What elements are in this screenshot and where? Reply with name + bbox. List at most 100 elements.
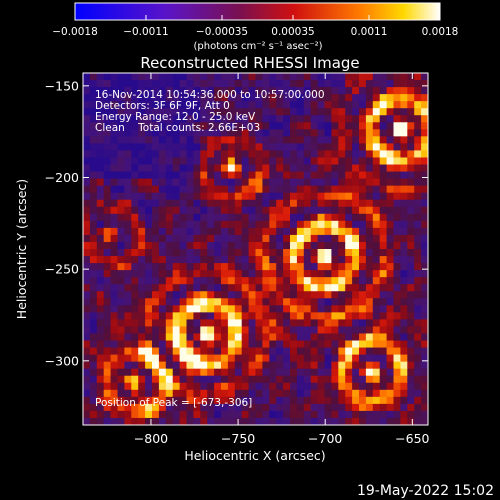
- heatmap-cell: [276, 291, 284, 299]
- heatmap-cell: [214, 227, 222, 236]
- heatmap-cell: [359, 171, 367, 180]
- heatmap-cell: [331, 326, 339, 335]
- heatmap-cell: [207, 396, 215, 405]
- heatmap-cell: [179, 178, 188, 187]
- heatmap-cell: [158, 150, 167, 159]
- heatmap-cell: [324, 382, 332, 391]
- heatmap-cell: [338, 192, 346, 201]
- heatmap-cell: [179, 115, 188, 123]
- heatmap-cell: [234, 361, 243, 370]
- heatmap-cell: [296, 136, 305, 144]
- heatmap-cell: [352, 178, 360, 187]
- heatmap-cell: [269, 284, 277, 292]
- heatmap-cell: [227, 319, 236, 328]
- heatmap-cell: [96, 389, 105, 398]
- heatmap-cell: [421, 234, 428, 243]
- heatmap-cell: [255, 347, 263, 356]
- heatmap-cell: [103, 157, 112, 166]
- heatmap-cell: [221, 234, 229, 243]
- heatmap-cell: [248, 417, 257, 425]
- heatmap-cell: [241, 171, 250, 180]
- heatmap-cell: [290, 122, 298, 130]
- heatmap-cell: [393, 220, 401, 229]
- heatmap-cell: [145, 199, 153, 208]
- heatmap-cell: [131, 143, 139, 152]
- heatmap-cell: [269, 319, 277, 328]
- heatmap-cell: [234, 284, 243, 292]
- heatmap-cell: [83, 319, 91, 328]
- heatmap-cell: [138, 129, 146, 137]
- heatmap-cell: [152, 234, 160, 243]
- heatmap-cell: [414, 199, 422, 208]
- heatmap-cell: [400, 164, 408, 173]
- heatmap-cell: [407, 80, 415, 88]
- heatmap-cell: [393, 312, 401, 320]
- heatmap-cell: [89, 263, 98, 271]
- heatmap-cell: [310, 361, 319, 370]
- heatmap-cell: [138, 213, 146, 222]
- heatmap-cell: [331, 270, 339, 278]
- heatmap-cell: [200, 333, 208, 342]
- heatmap-cell: [117, 73, 125, 81]
- heatmap-cell: [310, 410, 319, 419]
- heatmap-cell: [179, 340, 188, 349]
- heatmap-cell: [214, 185, 222, 194]
- heatmap-cell: [214, 256, 222, 264]
- heatmap-cell: [269, 340, 277, 349]
- heatmap-cell: [214, 87, 222, 95]
- heatmap-cell: [124, 403, 132, 412]
- heatmap-cell: [103, 115, 112, 123]
- heatmap-cell: [262, 241, 270, 250]
- heatmap-cell: [214, 263, 222, 271]
- heatmap-cell: [179, 410, 188, 419]
- heatmap-cell: [331, 108, 339, 116]
- heatmap-cell: [89, 108, 98, 116]
- heatmap-cell: [283, 220, 291, 229]
- heatmap-cell: [407, 185, 415, 194]
- heatmap-cell: [345, 417, 353, 425]
- heatmap-cell: [234, 213, 243, 222]
- heatmap-cell: [283, 87, 291, 95]
- heatmap-cell: [234, 227, 243, 236]
- heatmap-cell: [317, 312, 326, 320]
- heatmap-cell: [234, 312, 243, 320]
- heatmap-cell: [83, 227, 91, 236]
- heatmap-cell: [345, 340, 353, 349]
- heatmap-cell: [310, 270, 319, 278]
- heatmap-cell: [152, 375, 160, 384]
- heatmap-cell: [172, 312, 181, 320]
- heatmap-cell: [262, 199, 270, 208]
- heatmap-cell: [248, 171, 257, 180]
- heatmap-cell: [248, 73, 257, 81]
- heatmap-cell: [241, 73, 250, 81]
- heatmap-cell: [158, 333, 167, 342]
- heatmap-cell: [117, 241, 125, 250]
- heatmap-cell: [345, 403, 353, 412]
- heatmap-cell: [283, 396, 291, 405]
- heatmap-cell: [124, 270, 132, 278]
- heatmap-cell: [283, 80, 291, 88]
- heatmap-cell: [96, 94, 105, 102]
- heatmap-cell: [296, 340, 305, 349]
- heatmap-cell: [241, 164, 250, 173]
- heatmap-cell: [310, 206, 319, 215]
- heatmap-cell: [386, 94, 395, 102]
- heatmap-cell: [221, 192, 229, 201]
- heatmap-cell: [158, 199, 167, 208]
- heatmap-cell: [103, 354, 112, 363]
- heatmap-cell: [296, 80, 305, 88]
- heatmap-cell: [117, 108, 125, 116]
- heatmap-cell: [200, 403, 208, 412]
- heatmap-cell: [89, 136, 98, 144]
- heatmap-cell: [365, 298, 374, 306]
- heatmap-cell: [421, 192, 428, 201]
- heatmap-cell: [352, 417, 360, 425]
- heatmap-cell: [421, 213, 428, 222]
- heatmap-cell: [269, 403, 277, 412]
- heatmap-cell: [131, 347, 139, 356]
- heatmap-cell: [400, 326, 408, 335]
- heatmap-cell: [262, 417, 270, 425]
- heatmap-cell: [331, 234, 339, 243]
- heatmap-cell: [324, 291, 332, 299]
- heatmap-cell: [96, 157, 105, 166]
